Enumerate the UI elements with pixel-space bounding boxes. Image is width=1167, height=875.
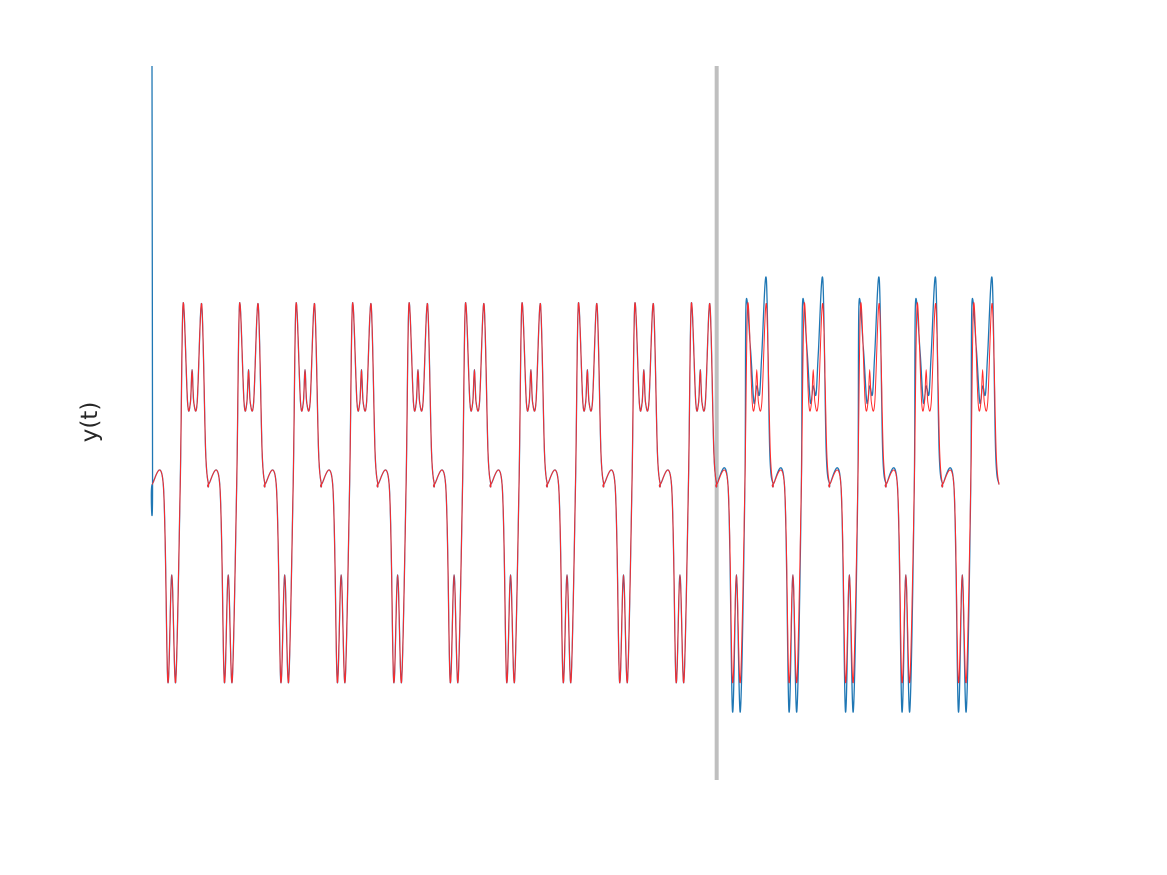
series-line-1 (150, 65, 1000, 713)
plot-area (150, 65, 1000, 780)
series-line-2 (151, 302, 1000, 684)
y-axis-label: y(t) (77, 402, 103, 443)
